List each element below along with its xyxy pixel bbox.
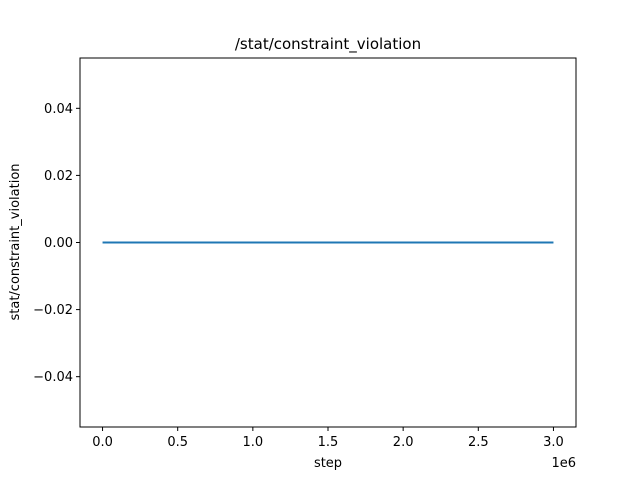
x-tick-label: 2.5: [468, 435, 489, 450]
plot-frame: [79, 57, 577, 428]
y-tick-label: 0.02: [44, 169, 73, 184]
y-axis-label: stat/constraint_violation: [8, 163, 23, 320]
x-axis-ticks: 0.0 0.5 1.0 1.5 2.0 2.5 3.0: [92, 427, 564, 450]
x-axis-offset-label: 1e6: [551, 456, 576, 471]
y-tick-label: −0.02: [33, 303, 73, 318]
y-axis-ticks: −0.04 −0.02 0.00 0.02 0.04: [33, 102, 80, 385]
x-tick-label: 1.0: [243, 435, 264, 450]
x-tick-label: 0.5: [167, 435, 188, 450]
y-tick-label: 0.00: [44, 236, 73, 251]
x-tick-label: 0.0: [92, 435, 113, 450]
y-tick-label: −0.04: [33, 370, 73, 385]
chart-title: /stat/constraint_violation: [235, 35, 421, 54]
y-tick-label: 0.04: [44, 102, 73, 117]
x-tick-label: 1.5: [318, 435, 339, 450]
x-tick-label: 3.0: [543, 435, 564, 450]
x-axis-label: step: [314, 456, 342, 471]
x-tick-label: 2.0: [393, 435, 414, 450]
